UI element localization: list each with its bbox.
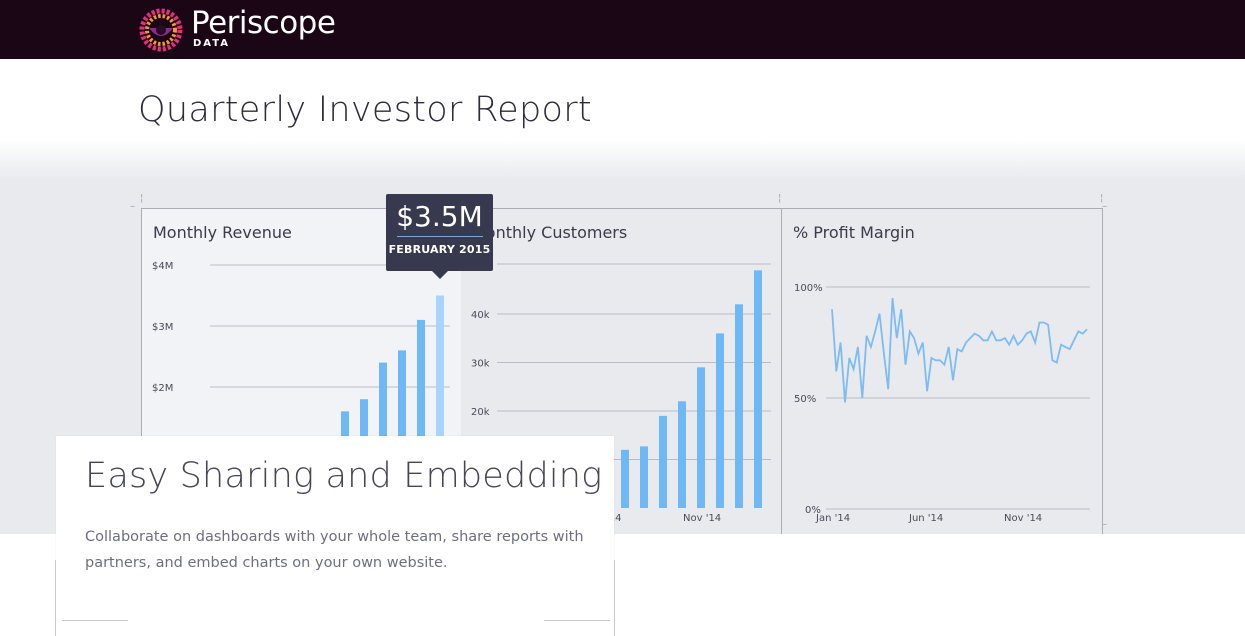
corner-marker: ¦ bbox=[778, 193, 782, 204]
revenue-bar bbox=[398, 350, 406, 509]
customers-bar bbox=[697, 367, 705, 508]
y-tick-label: $4M bbox=[152, 261, 173, 272]
page-title: Quarterly Investor Report bbox=[138, 90, 592, 130]
profit-margin-line bbox=[831, 298, 1088, 403]
customers-bar bbox=[640, 446, 648, 508]
y-tick-label: 20k bbox=[471, 407, 490, 418]
card-guide-line bbox=[55, 560, 56, 636]
y-tick-label: 30k bbox=[471, 359, 490, 370]
profit-margin-title: % Profit Margin bbox=[793, 223, 915, 242]
y-tick-label: 50% bbox=[794, 394, 816, 405]
brand-name[interactable]: Periscope bbox=[191, 5, 336, 41]
corner-marker: – bbox=[1102, 201, 1107, 212]
customers-bar bbox=[621, 449, 629, 508]
corner-marker: – bbox=[1102, 519, 1107, 530]
y-tick-label: $3M bbox=[152, 322, 173, 333]
x-tick-label: Nov '14 bbox=[683, 513, 721, 524]
tooltip-divider bbox=[396, 236, 483, 237]
tooltip-amount: $3.5M bbox=[396, 200, 483, 233]
customers-bar bbox=[735, 304, 743, 508]
profit-margin-panel[interactable]: % Profit Margin 100% 50% 0% Jan '14 Jun '14… bbox=[781, 208, 1103, 534]
revenue-bar bbox=[379, 362, 387, 509]
y-tick-label: $2M bbox=[152, 383, 173, 394]
corner-marker: ¦ bbox=[1100, 193, 1104, 204]
x-tick-label: Jun '14 bbox=[908, 513, 943, 524]
profit-margin-chart[interactable]: 100% 50% 0% Jan '14 Jun '14 Nov '14 bbox=[782, 209, 1102, 534]
revenue-bar bbox=[417, 319, 425, 509]
y-tick-label: 40k bbox=[471, 310, 490, 321]
y-tick-label: 100% bbox=[794, 283, 823, 294]
monthly-revenue-title: Monthly Revenue bbox=[153, 223, 292, 242]
corner-marker: – bbox=[130, 201, 135, 212]
feature-card: Easy Sharing and Embedding Collaborate o… bbox=[56, 436, 614, 636]
customers-bar bbox=[754, 270, 762, 508]
tooltip-arrow bbox=[432, 271, 448, 279]
x-tick-label: Jan '14 bbox=[815, 513, 850, 524]
customers-bar bbox=[678, 401, 686, 508]
x-tick-label: Nov '14 bbox=[1004, 513, 1042, 524]
card-guide-line bbox=[544, 620, 610, 621]
y-tick-label: 0% bbox=[805, 505, 821, 516]
tooltip-month: FEBRUARY 2015 bbox=[388, 243, 491, 256]
card-guide-line bbox=[62, 620, 128, 621]
feature-description: Collaborate on dashboards with your whol… bbox=[85, 529, 584, 571]
corner-marker: ¦ bbox=[140, 193, 144, 204]
customers-bar bbox=[716, 333, 724, 508]
feature-heading: Easy Sharing and Embedding bbox=[85, 456, 603, 496]
top-navigation-bar: Periscope DATA bbox=[0, 0, 1245, 59]
revenue-bar bbox=[436, 295, 444, 509]
periscope-logo-icon[interactable] bbox=[139, 8, 183, 52]
brand-subtitle: DATA bbox=[193, 38, 231, 49]
revenue-tooltip: $3.5M FEBRUARY 2015 bbox=[386, 194, 493, 279]
card-guide-line bbox=[614, 560, 615, 636]
customers-bar bbox=[659, 415, 667, 508]
monthly-customers-title: Monthly Customers bbox=[472, 223, 628, 242]
